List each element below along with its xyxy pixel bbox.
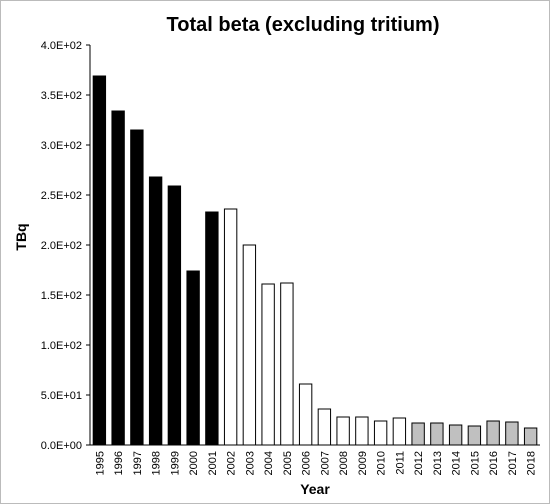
x-axis-title: Year — [300, 481, 330, 497]
bar — [298, 383, 313, 446]
y-tick-label: 2.0E+02 — [41, 240, 82, 252]
x-tick-label: 2001 — [207, 451, 219, 475]
y-tick-label: 3.0E+02 — [41, 140, 82, 152]
bar — [186, 270, 200, 446]
bar — [205, 211, 219, 446]
bar — [505, 421, 519, 446]
bar — [130, 129, 144, 446]
bar — [148, 176, 163, 446]
x-tick-label: 2006 — [301, 451, 313, 475]
x-tick-label: 2014 — [451, 451, 463, 475]
bar — [392, 417, 407, 446]
bar — [111, 110, 125, 446]
x-tick-label: 2003 — [244, 451, 256, 475]
x-tick-label: 2018 — [526, 451, 538, 475]
y-tick-label: 2.5E+02 — [41, 190, 82, 202]
bar — [317, 408, 332, 446]
y-tick-label: 1.0E+02 — [41, 340, 82, 352]
bar — [261, 283, 275, 446]
y-tick-label: 5.0E+01 — [41, 390, 82, 402]
x-tick-label: 2000 — [188, 451, 200, 475]
bar — [92, 75, 107, 446]
y-tick-label: 1.5E+02 — [41, 290, 82, 302]
x-tick-label: 1998 — [151, 451, 163, 475]
bar — [336, 416, 350, 446]
x-tick-label: 2012 — [413, 451, 425, 475]
bar — [486, 420, 500, 446]
x-tick-label: 1995 — [94, 451, 106, 475]
bar — [411, 422, 425, 446]
x-tick-label: 2013 — [432, 451, 444, 475]
x-tick-label: 2017 — [507, 451, 519, 475]
bar — [167, 185, 182, 446]
bar — [430, 422, 444, 446]
x-tick-label: 1999 — [169, 451, 181, 475]
x-tick-label: 2007 — [319, 451, 331, 475]
x-tick-label: 2015 — [469, 451, 481, 475]
bar — [223, 208, 238, 446]
bar — [523, 427, 538, 446]
chart-title: Total beta (excluding tritium) — [167, 14, 440, 36]
bar — [373, 420, 388, 446]
x-tick-label: 2004 — [263, 451, 275, 475]
y-tick-label: 4.0E+02 — [41, 40, 82, 52]
y-tick-label: 0.0E+00 — [41, 440, 82, 452]
x-tick-label: 2009 — [357, 451, 369, 475]
x-tick-label: 2011 — [394, 451, 406, 475]
x-tick-label: 1996 — [113, 451, 125, 475]
bar — [242, 244, 257, 446]
x-tick-label: 2002 — [226, 451, 238, 475]
x-tick-label: 2010 — [376, 451, 388, 475]
x-tick-label: 2008 — [338, 451, 350, 475]
x-tick-label: 2016 — [488, 451, 500, 475]
bar — [280, 282, 294, 446]
y-tick-label: 3.5E+02 — [41, 90, 82, 102]
bar — [448, 424, 463, 446]
bar — [355, 416, 369, 446]
bar — [467, 425, 482, 446]
y-axis-title: TBq — [13, 223, 29, 250]
x-tick-label: 2005 — [282, 451, 294, 475]
x-tick-label: 1997 — [132, 451, 144, 475]
